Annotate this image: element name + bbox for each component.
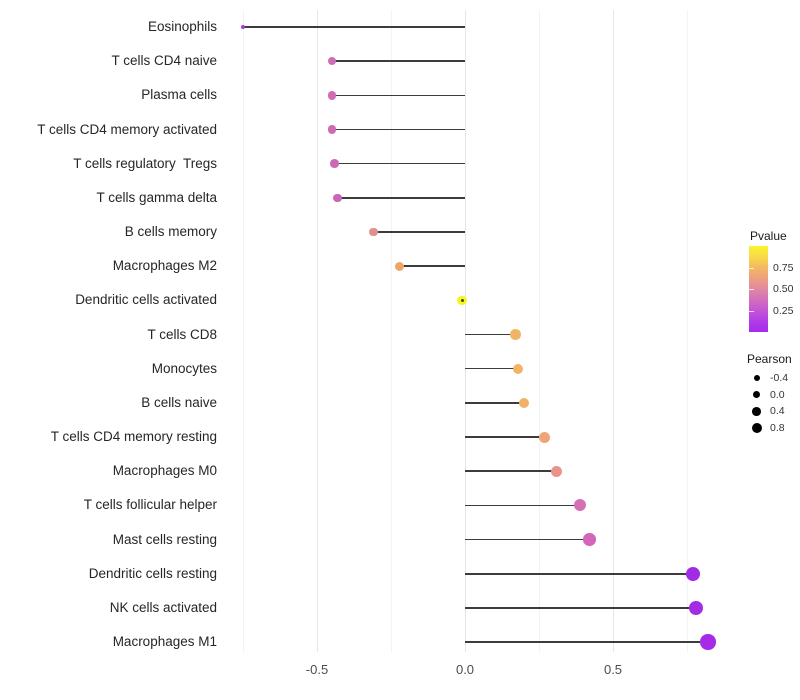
- x-axis-tick-label: 0.5: [603, 662, 623, 677]
- lollipop-segment: [243, 26, 465, 28]
- data-point-dot: [330, 159, 340, 168]
- pvalue-tick-mark: [749, 310, 754, 312]
- lollipop-segment: [465, 572, 693, 575]
- lollipop-segment: [465, 333, 516, 336]
- data-point-dot: [574, 499, 587, 512]
- lollipop-segment: [334, 162, 465, 165]
- pvalue-tick-mark: [749, 267, 754, 269]
- data-point-dot: [395, 261, 405, 271]
- pearson-legend-label: -0.4: [770, 372, 789, 384]
- lollipop-segment: [465, 641, 708, 643]
- lollipop-segment: [465, 538, 590, 541]
- data-point-dot: [327, 91, 336, 100]
- category-label: Macrophages M2: [112, 258, 217, 274]
- gridline-minor: [391, 10, 392, 652]
- pearson-legend-dot: [751, 423, 762, 434]
- data-point-dot: [539, 431, 551, 443]
- gridline-major: [317, 10, 318, 652]
- pearson-legend-dot: [752, 391, 761, 399]
- lollipop-segment: [465, 367, 519, 370]
- category-label: T cells CD8: [147, 326, 217, 342]
- data-point-dot: [327, 125, 336, 134]
- category-label: T cells CD4 memory activated: [37, 121, 217, 137]
- category-label: T cells gamma delta: [96, 189, 217, 205]
- pearson-legend-label: 0.0: [770, 388, 785, 401]
- category-label: NK cells activated: [109, 599, 217, 615]
- data-point-dot: [513, 363, 524, 374]
- lollipop-segment: [373, 231, 465, 233]
- data-point-dot: [518, 397, 530, 409]
- pvalue-tick-label: 0.75: [773, 261, 794, 274]
- lollipop-segment: [465, 470, 557, 472]
- x-axis-tick-label: 0.0: [455, 662, 475, 677]
- data-point-dot: [368, 227, 378, 237]
- pvalue-tick-mark: [749, 289, 754, 290]
- data-point-dot: [510, 329, 521, 340]
- data-point-dot: [551, 465, 563, 477]
- data-point-dot: [240, 24, 246, 30]
- category-label: Plasma cells: [141, 87, 217, 103]
- category-label: Eosinophils: [147, 19, 217, 34]
- data-point-dot: [699, 634, 716, 650]
- x-axis-tick-label: -0.5: [305, 662, 329, 677]
- category-label: Dendritic cells activated: [75, 292, 217, 308]
- segment-end-dot: [460, 298, 464, 302]
- lollipop-segment: [465, 504, 581, 507]
- gridline-major: [613, 10, 614, 652]
- gridline-major: [465, 10, 466, 652]
- category-label: Mast cells resting: [112, 531, 217, 547]
- category-label: B cells memory: [124, 224, 217, 240]
- pvalue-tick-label: 0.25: [773, 304, 794, 317]
- lollipop-segment: [399, 265, 465, 267]
- data-point-dot: [583, 533, 596, 546]
- pvalue-legend-title: Pvalue: [750, 229, 787, 243]
- lollipop-segment: [337, 197, 465, 199]
- data-point-dot: [688, 600, 704, 616]
- lollipop-segment: [331, 128, 465, 131]
- category-label: Macrophages M0: [112, 463, 217, 479]
- pearson-legend-label: 0.4: [770, 405, 785, 418]
- pearson-legend-dot: [753, 375, 760, 381]
- category-label: B cells naive: [141, 394, 217, 410]
- gridline-minor: [687, 10, 688, 652]
- lollipop-segment: [465, 436, 545, 438]
- category-label: T cells CD4 naive: [111, 53, 217, 69]
- category-label: Monocytes: [151, 360, 217, 376]
- pearson-legend-label: 0.8: [770, 422, 785, 435]
- lollipop-segment: [331, 94, 465, 97]
- data-point-dot: [333, 193, 342, 203]
- gridline-minor: [243, 10, 244, 652]
- gridline-minor: [539, 10, 540, 652]
- category-label: T cells follicular helper: [83, 497, 217, 513]
- pvalue-tick-label: 0.50: [773, 283, 794, 295]
- category-label: Dendritic cells resting: [88, 565, 217, 581]
- lollipop-segment: [465, 607, 696, 609]
- lollipop-segment: [331, 60, 465, 62]
- pearson-legend-dot: [752, 407, 761, 416]
- pearson-legend-title: Pearson: [747, 352, 792, 366]
- data-point-dot: [685, 566, 701, 581]
- category-label: T cells CD4 memory resting: [50, 429, 217, 445]
- data-point-dot: [327, 56, 336, 66]
- category-label: T cells regulatory Tregs: [73, 155, 217, 171]
- lollipop-segment: [465, 402, 525, 404]
- category-label: Macrophages M1: [112, 634, 217, 650]
